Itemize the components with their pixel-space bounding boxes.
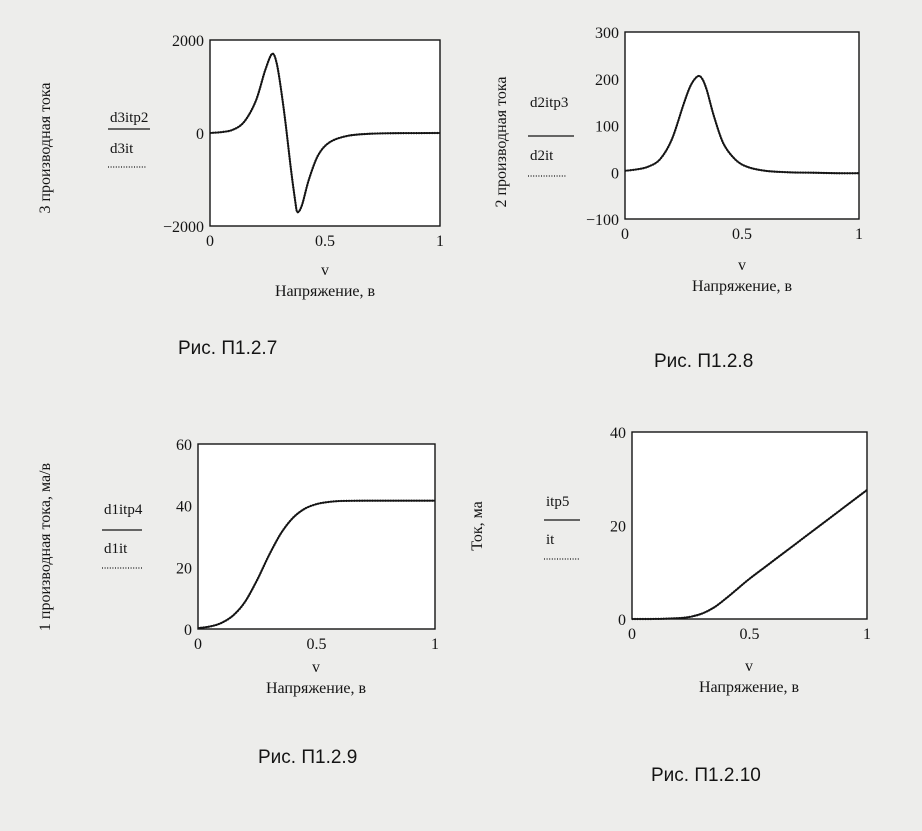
x-axis-title: Напряжение, в	[266, 680, 367, 697]
x-axis-title: Напряжение, в	[275, 283, 376, 300]
y-tick-label: 20	[610, 519, 626, 536]
y-tick-label: 20	[176, 560, 192, 577]
x-ticks-group: 0 0.5 1	[621, 226, 863, 243]
y-ticks-group: 300 200 100 0 −100	[586, 25, 619, 229]
y-tick-label: 200	[595, 72, 619, 89]
x-tick-label: 1	[855, 226, 863, 243]
plot-area	[624, 31, 860, 220]
series-line-it	[631, 489, 868, 621]
curves-group	[624, 74, 860, 175]
x-tick-label: 0.5	[315, 233, 335, 250]
x-tick-label: 1	[431, 636, 439, 653]
curves-group	[197, 499, 435, 630]
legend-name-solid: d3itp2	[110, 110, 148, 126]
plot-area	[197, 443, 436, 630]
figure-caption-3: Рис. П1.2.9	[258, 747, 358, 768]
x-tick-label: 1	[436, 233, 444, 250]
x-tick-label: 0	[206, 233, 214, 250]
x-tick-label: 0	[628, 626, 636, 643]
x-tick-label: 0	[621, 226, 629, 243]
y-axis-title: Ток, ма	[469, 501, 486, 550]
legend-name-dotted: d1it	[104, 541, 128, 557]
y-tick-label: 0	[196, 126, 204, 143]
y-ticks-group: 40 20 0	[610, 425, 626, 629]
legend-name-dotted: it	[546, 532, 555, 548]
curves-group	[209, 52, 441, 214]
y-tick-label: 60	[176, 437, 192, 454]
legend-name-solid: d2itp3	[530, 95, 568, 111]
chart-first-derivative: 1 производная тока, ма/в d1itp4 d1it 60 4…	[37, 437, 439, 697]
series-line-d2itp3	[624, 75, 860, 175]
x-tick-label: 0.5	[307, 636, 327, 653]
x-variable-label: v	[745, 658, 753, 675]
legend-name-dotted: d2it	[530, 148, 554, 164]
y-tick-label: 2000	[172, 33, 204, 50]
x-variable-label: v	[321, 262, 329, 279]
figure-caption-2: Рис. П1.2.8	[654, 351, 754, 372]
x-ticks-group: 0 0.5 1	[206, 233, 444, 250]
y-tick-label: −2000	[163, 219, 204, 236]
y-axis-title: 3 производная тока	[37, 82, 54, 213]
legend-name-solid: itp5	[546, 494, 569, 510]
legend-name-dotted: d3it	[110, 141, 134, 157]
y-tick-label: 0	[184, 622, 192, 639]
y-ticks-group: 60 40 20 0	[176, 437, 192, 639]
series-line-d3it	[209, 52, 441, 214]
y-tick-label: 0	[618, 612, 626, 629]
figure-caption-1: Рис. П1.2.7	[178, 338, 278, 359]
figure-caption-4: Рис. П1.2.10	[651, 765, 761, 786]
x-tick-label: 1	[863, 626, 871, 643]
curves-group	[631, 489, 868, 621]
y-axis-title: 1 производная тока, ма/в	[37, 462, 54, 631]
series-line-d1it	[197, 499, 435, 630]
legend-name-solid: d1itp4	[104, 502, 143, 518]
x-variable-label: v	[738, 257, 746, 274]
x-tick-label: 0.5	[732, 226, 752, 243]
y-tick-label: 300	[595, 25, 619, 42]
chart-second-derivative: 2 производная тока d2itp3 d2it 300200100…	[493, 25, 863, 295]
plot-area	[631, 431, 868, 620]
x-variable-label: v	[312, 659, 320, 676]
y-tick-label: 40	[176, 499, 192, 516]
y-tick-label: 100	[595, 119, 619, 136]
x-ticks-group: 0 0.5 1	[194, 636, 439, 653]
y-ticks-group: 2000 0 −2000	[163, 33, 204, 236]
y-tick-label: −100	[586, 212, 619, 229]
y-axis-title: 2 производная тока	[493, 76, 510, 207]
x-axis-title: Напряжение, в	[692, 278, 793, 295]
x-tick-label: 0	[194, 636, 202, 653]
y-tick-label: 40	[610, 425, 626, 442]
y-tick-label: 0	[611, 165, 619, 182]
x-ticks-group: 0 0.5 1	[628, 626, 871, 643]
x-axis-title: Напряжение, в	[699, 679, 800, 696]
chart-third-derivative: 3 производная тока d3itp2 d3it 20000−200…	[37, 33, 444, 300]
x-tick-label: 0.5	[740, 626, 760, 643]
